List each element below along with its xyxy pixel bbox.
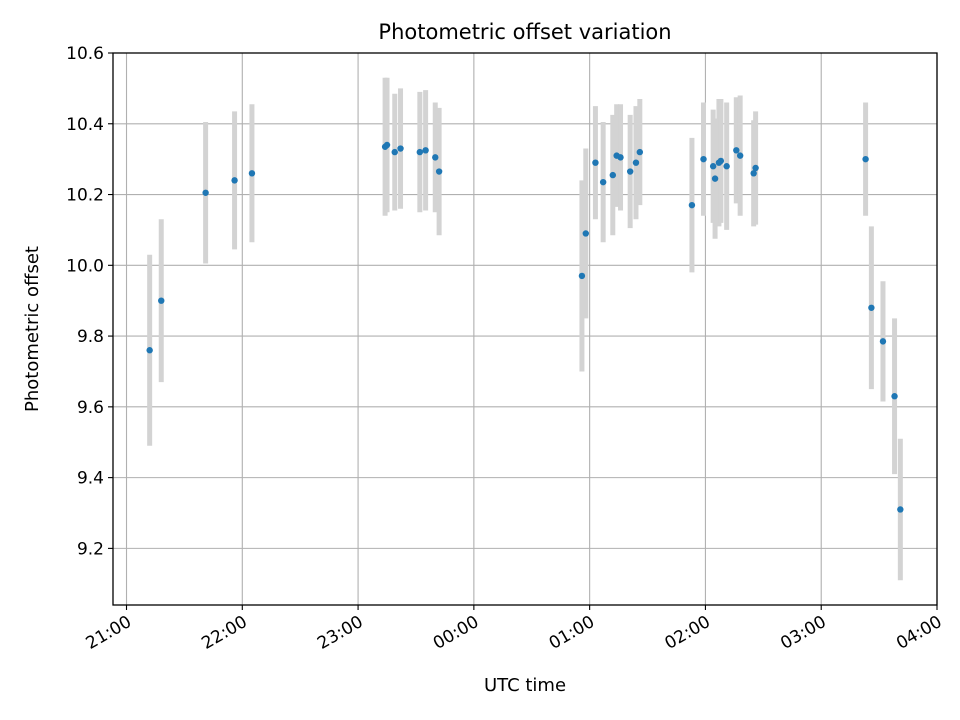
data-point xyxy=(435,168,443,175)
x-axis-ticks: 21:00 22:00 23:00 00:00 01:00 02:00 03:00 04:00 xyxy=(83,605,946,654)
data-point xyxy=(717,157,725,165)
chart-title: Photometric offset variation xyxy=(378,20,671,44)
data-point xyxy=(397,145,404,152)
y-tick-label: 9.6 xyxy=(77,398,104,418)
data-point xyxy=(636,148,644,156)
x-tick-label: 00:00 xyxy=(430,612,482,654)
y-tick-label: 9.8 xyxy=(77,327,104,347)
x-axis-title: UTC time xyxy=(484,675,566,696)
data-point xyxy=(578,272,586,280)
data-point xyxy=(626,168,634,175)
data-point xyxy=(617,154,624,161)
y-tick-label: 10.6 xyxy=(66,44,104,64)
data-point xyxy=(709,163,717,170)
data-point xyxy=(632,159,640,166)
x-tick-label: 01:00 xyxy=(546,612,598,654)
x-tick-label: 22:00 xyxy=(198,612,250,654)
data-point xyxy=(897,506,904,513)
data-point xyxy=(158,297,165,304)
x-tick-label: 23:00 xyxy=(314,612,366,654)
data-point xyxy=(248,170,256,177)
data-points xyxy=(146,141,904,513)
data-point xyxy=(416,148,424,156)
data-point xyxy=(202,189,209,196)
data-point xyxy=(383,141,391,149)
data-point xyxy=(599,178,607,186)
data-point xyxy=(146,347,153,354)
data-point xyxy=(723,163,730,170)
data-point xyxy=(688,201,696,209)
data-point xyxy=(422,147,429,154)
y-axis-ticks: 9.2 9.4 9.6 9.8 10.0 10.2 10.4 10.6 xyxy=(66,44,113,559)
data-point xyxy=(391,148,398,156)
data-point xyxy=(700,155,707,163)
data-point xyxy=(750,170,757,177)
data-point xyxy=(592,159,599,166)
data-point xyxy=(752,164,759,172)
data-point xyxy=(868,304,875,311)
data-point xyxy=(879,338,887,345)
data-point xyxy=(432,154,439,161)
y-tick-label: 10.2 xyxy=(66,186,104,206)
y-tick-label: 10.4 xyxy=(66,115,104,135)
y-tick-label: 9.4 xyxy=(77,469,104,489)
data-point xyxy=(711,175,719,182)
axes-frame xyxy=(112,52,938,606)
data-point xyxy=(231,177,238,184)
x-tick-label: 21:00 xyxy=(83,612,135,654)
data-point xyxy=(609,171,617,179)
x-tick-label: 03:00 xyxy=(777,612,829,654)
x-tick-label: 02:00 xyxy=(661,612,713,654)
x-tick-label: 04:00 xyxy=(893,612,945,654)
data-point xyxy=(733,147,740,154)
y-axis-title: Photometric offset xyxy=(22,246,43,412)
y-tick-label: 10.0 xyxy=(66,256,104,276)
data-point xyxy=(582,230,589,237)
data-point xyxy=(736,152,744,159)
data-point xyxy=(862,155,869,163)
data-point xyxy=(891,393,898,400)
y-tick-label: 9.2 xyxy=(77,539,104,559)
